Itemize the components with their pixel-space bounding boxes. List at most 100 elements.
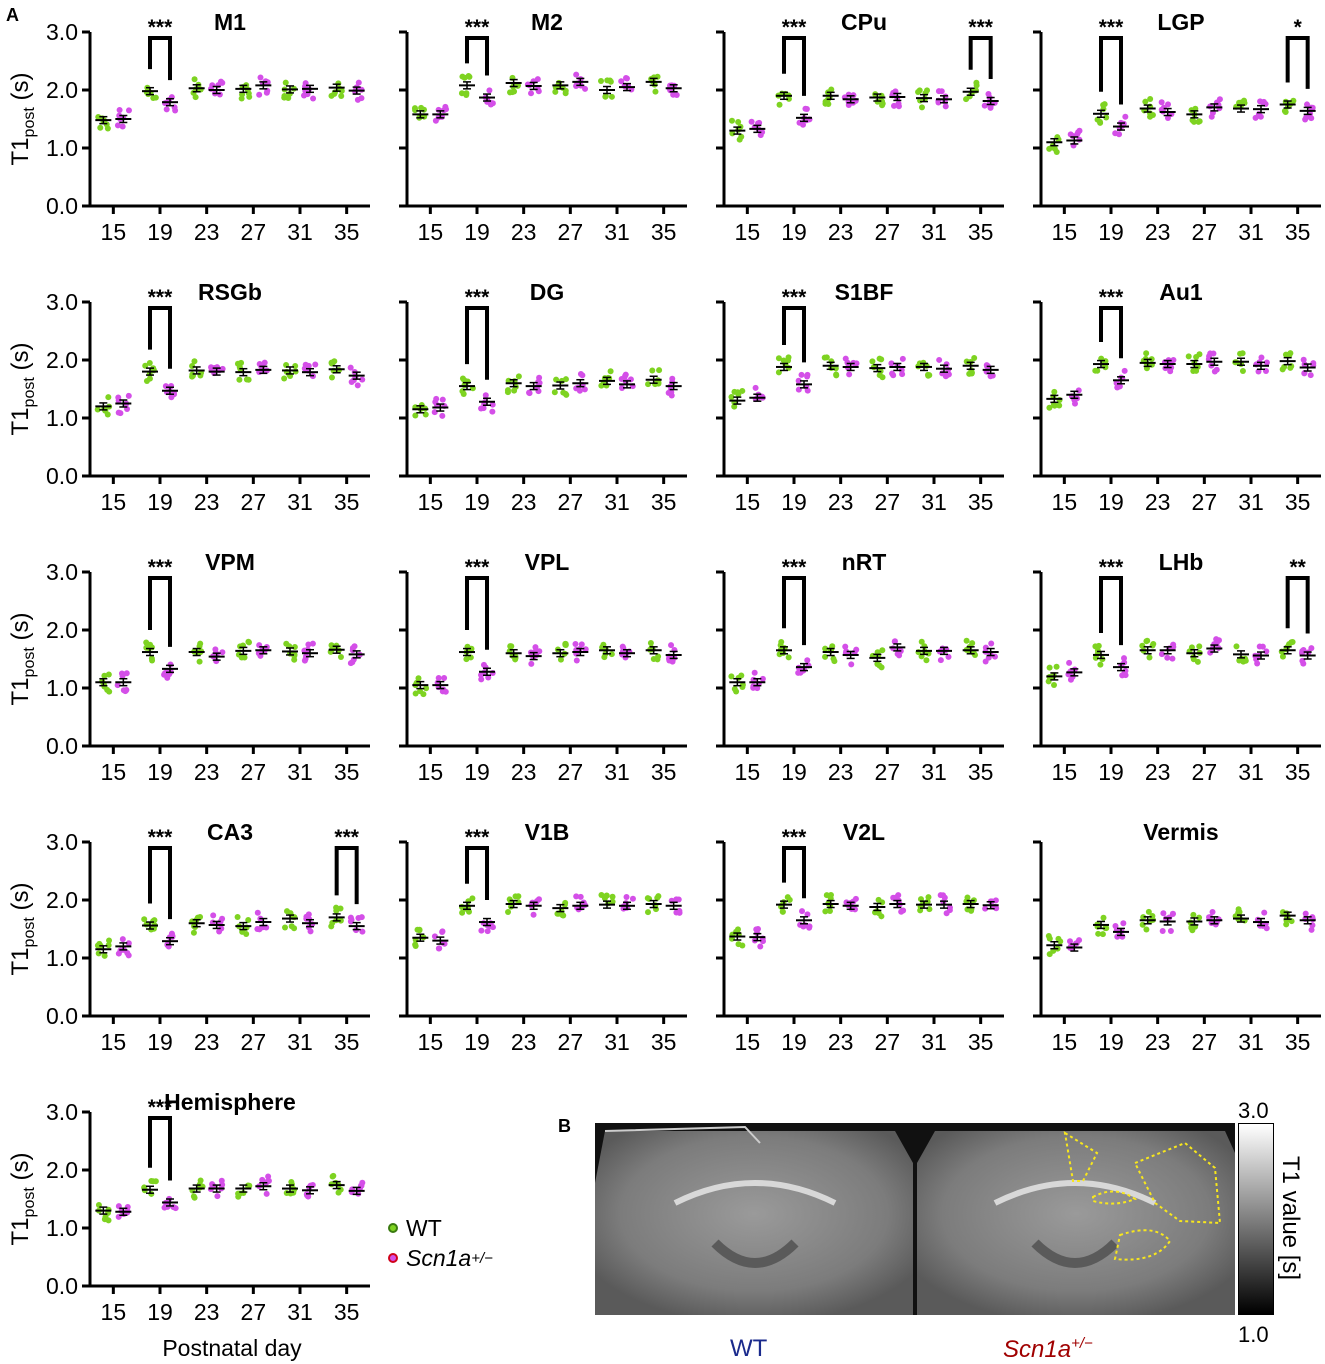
data-point [358,95,365,102]
data-point [982,644,989,651]
data-point [1103,114,1110,121]
data-point [982,905,989,912]
significance-label: *** [148,286,173,309]
data-point [842,643,849,650]
roi-outline-3 [1092,1190,1138,1205]
data-point [337,1186,344,1193]
x-tick-label: 35 [1285,1029,1311,1055]
data-point [852,895,859,902]
data-point [105,671,112,678]
data-point [125,107,132,114]
data-point [828,86,835,93]
x-tick-label: 31 [921,759,947,785]
data-point [285,95,292,102]
data-point [463,656,470,663]
data-point [190,89,197,96]
x-tick-label: 15 [418,219,444,245]
data-point [578,641,585,648]
data-point [748,118,755,125]
y-axis-title: T1post (s) [7,883,38,976]
chart-title: VPM [205,549,255,575]
data-point [843,899,850,906]
data-point [515,893,522,900]
data-point [1053,663,1060,670]
x-tick-label: 35 [334,1029,360,1055]
data-point [853,646,860,653]
data-point [802,105,809,112]
data-point [423,685,430,692]
significance-bracket [1099,36,1123,105]
x-tick-label: 27 [875,219,901,245]
chart-au1: 15 19 23 27 31 35 Au1 *** [1033,279,1321,515]
data-point [105,942,112,949]
y-axis-title-main: T1 [7,947,34,975]
chart-title: S1BF [835,279,894,305]
data-point [478,672,485,679]
data-point [900,907,907,914]
data-point [618,78,625,85]
significance-bracket [1285,576,1310,634]
data-point [509,89,516,96]
data-point [489,401,496,408]
data-point [264,79,271,86]
y-axis-title-sub: post [21,377,38,408]
significance-label: *** [148,16,173,39]
data-point [1235,909,1242,916]
data-point [146,359,153,366]
data-point [823,354,830,361]
panel-a-label: A [6,5,19,25]
data-point [359,1179,366,1186]
data-point [1263,359,1270,366]
data-point [507,643,514,650]
x-tick-label: 23 [1145,489,1171,515]
x-tick-label: 27 [875,489,901,515]
data-point [1096,118,1103,125]
significance-label: *** [1099,556,1124,579]
chart-vpl: 15 19 23 27 31 35 VPL *** [399,549,687,785]
data-point [1193,367,1200,374]
significance-bracket [782,306,806,363]
data-point [95,950,102,957]
data-point [146,375,153,382]
data-point [562,640,569,647]
x-tick-label: 19 [781,759,807,785]
data-point [301,92,308,99]
data-point [439,396,446,403]
data-point [301,647,308,654]
chart-title: M2 [531,9,563,35]
data-point [848,661,855,668]
significance-label: *** [968,16,993,39]
data-point [1046,404,1053,411]
data-point [309,640,316,647]
colorbar-min: 1.0 [1238,1322,1269,1347]
data-point [606,77,613,84]
data-point [505,908,512,915]
data-point [647,640,654,647]
x-tick-label: 35 [334,219,360,245]
data-point [412,941,419,948]
x-tick-label: 23 [1145,1029,1171,1055]
data-point [190,929,197,936]
data-point [879,899,886,906]
data-point [482,392,489,399]
data-point [916,87,923,94]
data-point [1112,130,1119,137]
data-point [1075,129,1082,136]
data-point [1239,350,1246,357]
y-axis-title-main: T1 [7,677,34,705]
mutant-caption-text: Scn1a [1003,1336,1072,1363]
data-point [305,362,312,369]
data-point [581,386,588,393]
data-point [739,942,746,949]
data-point [1067,938,1074,945]
data-point [553,376,560,383]
significance-label: *** [1099,16,1124,39]
data-point [656,367,663,374]
colorbar-max: 3.0 [1238,1098,1269,1123]
significance-label: *** [465,286,490,309]
data-point [1279,653,1286,660]
data-point [163,106,170,113]
data-point [307,928,314,935]
data-point [1150,641,1157,648]
data-point [785,357,792,364]
